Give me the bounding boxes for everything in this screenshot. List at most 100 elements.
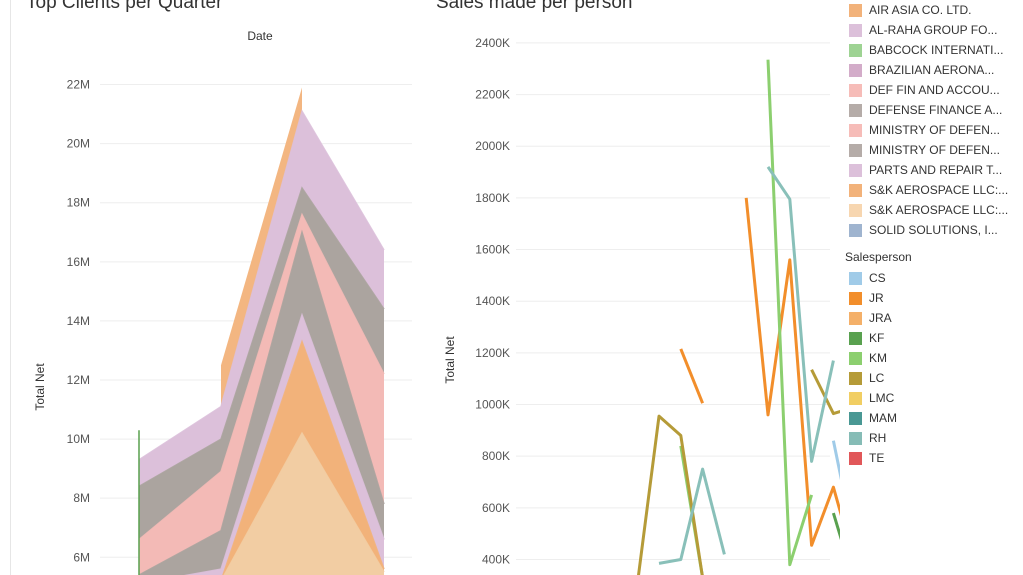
- legend-swatch: [849, 183, 862, 197]
- legend-label: RH: [869, 431, 887, 445]
- y-tick-label: 400K: [482, 553, 510, 567]
- panel-divider: [10, 0, 11, 575]
- y-tick-label: 1000K: [475, 398, 510, 412]
- legend-item-salesperson[interactable]: CS: [849, 270, 886, 286]
- legend-swatch: [849, 23, 862, 37]
- client-area-edge: [223, 431, 385, 575]
- legend-label: AL-RAHA GROUP FO...: [869, 23, 998, 37]
- y-tick-label: 2000K: [475, 139, 510, 153]
- y-tick-label: 10M: [67, 432, 90, 446]
- legend-item-salesperson[interactable]: JR: [849, 290, 884, 306]
- legend-swatch: [849, 451, 862, 465]
- legend-label: CS: [869, 271, 886, 285]
- series-line-jr: [679, 348, 704, 404]
- y-tick-label: 12M: [67, 373, 90, 387]
- legend-label: S&K AEROSPACE LLC:...: [869, 183, 1009, 197]
- series-line-km: [766, 59, 814, 567]
- legend-item-client[interactable]: AL-RAHA GROUP FO...: [849, 22, 997, 38]
- legend-swatch: [849, 351, 862, 365]
- legend-swatch: [849, 311, 862, 325]
- y-tick-label: 16M: [67, 255, 90, 269]
- legend-label: AIR ASIA CO. LTD.: [869, 3, 972, 17]
- legend-item-client[interactable]: SOLID SOLUTIONS, I...: [849, 222, 998, 238]
- legend-swatch: [849, 203, 862, 217]
- legend-swatch: [849, 83, 862, 97]
- legend-item-client[interactable]: BABCOCK INTERNATI...: [849, 42, 1003, 58]
- legend-item-client[interactable]: S&K AEROSPACE LLC:...: [849, 202, 1008, 218]
- legend-item-salesperson[interactable]: KF: [849, 330, 884, 346]
- legend-label: KM: [869, 351, 887, 365]
- client-area-edge: [222, 339, 385, 575]
- legend-item-salesperson[interactable]: MAM: [849, 410, 897, 426]
- salesperson-legend-title: Salesperson: [845, 250, 912, 264]
- legend-item-salesperson[interactable]: LC: [849, 370, 884, 386]
- y-axis-title: Total Net: [33, 363, 47, 411]
- legend-swatch: [849, 123, 862, 137]
- legend-swatch: [849, 271, 862, 285]
- y-tick-label: 1400K: [475, 294, 510, 308]
- y-tick-label: 8M: [73, 491, 90, 505]
- legend-item-client[interactable]: DEFENSE FINANCE A...: [849, 102, 1002, 118]
- client-area-edge: [138, 229, 385, 575]
- legend-label: TE: [869, 451, 885, 465]
- legend-swatch: [849, 103, 862, 117]
- top-clients-panel: Top Clients per Quarter Date Total Net 6…: [0, 0, 430, 575]
- y-tick-label: 1800K: [475, 191, 510, 205]
- legend-swatch: [849, 3, 862, 17]
- legend-item-client[interactable]: MINISTRY OF DEFEN...: [849, 142, 1000, 158]
- series-line-kf: [831, 512, 840, 541]
- chart-title-top-clients: Top Clients per Quarter: [26, 0, 223, 13]
- client-area-edge: [183, 312, 385, 575]
- series-line-rh: [658, 467, 726, 565]
- client-area-edge: [138, 109, 385, 461]
- legend-label: KF: [869, 331, 885, 345]
- y-tick-label: 18M: [67, 196, 90, 210]
- y-tick-label: 22M: [67, 78, 90, 92]
- legend-label: LMC: [869, 391, 895, 405]
- legend-swatch: [849, 63, 862, 77]
- legend-item-client[interactable]: DEF FIN AND ACCOU...: [849, 82, 1000, 98]
- legend-swatch: [849, 411, 862, 425]
- y-tick-label: 6M: [73, 550, 90, 564]
- legend-swatch: [849, 371, 862, 385]
- legend-label: LC: [869, 371, 885, 385]
- legend-item-client[interactable]: S&K AEROSPACE LLC:...: [849, 182, 1008, 198]
- legend-item-client[interactable]: BRAZILIAN AERONA...: [849, 62, 994, 78]
- legend-item-salesperson[interactable]: LMC: [849, 390, 894, 406]
- legend-item-client[interactable]: AIR ASIA CO. LTD.: [849, 2, 971, 18]
- legend-swatch: [849, 223, 862, 237]
- series-line-lc: [810, 368, 840, 416]
- legend-swatch: [849, 391, 862, 405]
- legend-swatch: [849, 431, 862, 445]
- series-line-lc: [637, 414, 704, 575]
- client-area-edge: [138, 186, 385, 488]
- series-line-rh: [766, 166, 835, 463]
- legend-label: MINISTRY OF DEFEN...: [869, 123, 1000, 137]
- legend-item-client[interactable]: MINISTRY OF DEFEN...: [849, 122, 1000, 138]
- legend-item-salesperson[interactable]: RH: [849, 430, 886, 446]
- legend-label: PARTS AND REPAIR T...: [869, 163, 1003, 177]
- legend-label: JR: [869, 291, 884, 305]
- legend-swatch: [849, 43, 862, 57]
- legend-swatch: [849, 163, 862, 177]
- legend-panel: AIR ASIA CO. LTD. AL-RAHA GROUP FO... BABC…: [845, 0, 1023, 575]
- legend-label: MAM: [869, 411, 897, 425]
- legend-item-salesperson[interactable]: KM: [849, 350, 887, 366]
- legend-label: JRA: [869, 311, 892, 325]
- top-clients-area-chart: Date Total Net 6M 8M 10M 12M 14M 16M 18M 20M 22M: [33, 29, 412, 575]
- legend-item-salesperson[interactable]: JRA: [849, 310, 892, 326]
- y-tick-label: 1600K: [475, 243, 510, 257]
- legend-item-client[interactable]: PARTS AND REPAIR T...: [849, 162, 1002, 178]
- legend-label: SOLID SOLUTIONS, I...: [869, 223, 998, 237]
- legend-label: DEF FIN AND ACCOU...: [869, 83, 1000, 97]
- legend-label: MINISTRY OF DEFEN...: [869, 143, 1000, 157]
- legend-item-salesperson[interactable]: TE: [849, 450, 884, 466]
- legend-swatch: [849, 291, 862, 305]
- legend-label: S&K AEROSPACE LLC:...: [869, 203, 1009, 217]
- sales-line-chart: Total Net 400K 600K 800K 1000K 1200K 1400K 160…: [443, 36, 840, 575]
- x-axis-title: Date: [247, 29, 273, 43]
- legend-swatch: [849, 331, 862, 345]
- legend-swatch: [849, 143, 862, 157]
- legend-label: BABCOCK INTERNATI...: [869, 43, 1004, 57]
- y-tick-label: 14M: [67, 314, 90, 328]
